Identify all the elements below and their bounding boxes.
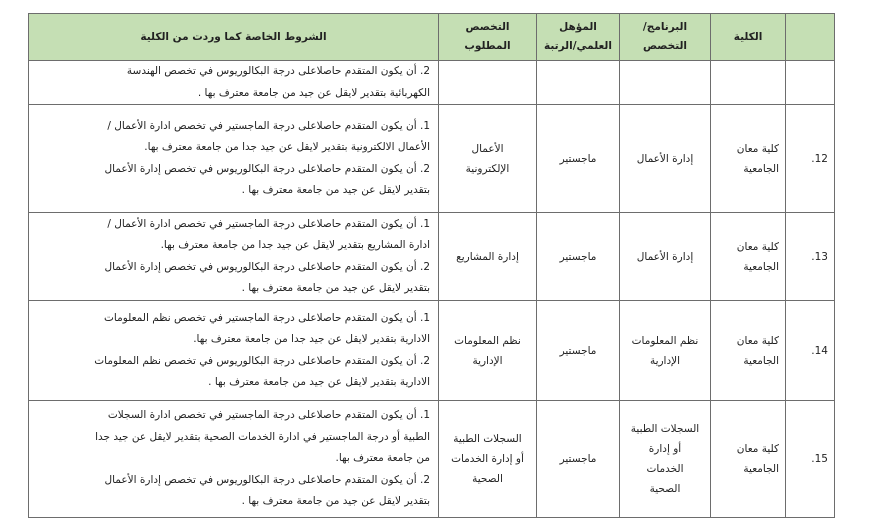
header-row: الكلية البرنامج/التخصص المؤهل العلمي/الرت…	[28, 13, 835, 61]
college-cell-line: الجامعية	[743, 354, 779, 367]
college-cell: كلية معان الجامعية	[710, 212, 786, 301]
header-line: البرنامج/	[642, 21, 688, 33]
row-number	[785, 60, 835, 105]
specialization-cell-line: أو إدارة الخدمات	[451, 453, 524, 465]
conditions-cell-line: الكهربائية بتقدير لايقل عن جيد من جامعة …	[197, 86, 430, 99]
conditions-cell-line: 2. أن يكون المتقدم حاصلاعلى درجة البكالو…	[126, 65, 430, 77]
conditions-cell-line: من جامعة معترف بها.	[335, 452, 430, 465]
conditions-cell: 1. أن يكون المتقدم حاصلاعلى درجة الماجست…	[28, 212, 439, 301]
program-cell-line: أو إدارة	[648, 443, 682, 455]
college-cell: كلية معان الجامعية	[710, 400, 786, 518]
qualification-cell: ماجستير	[536, 300, 620, 401]
header-line: المؤهل	[559, 21, 597, 33]
header-qualification: المؤهل العلمي/الرتبة	[536, 13, 620, 61]
table-row: 14. كلية معان الجامعية نظم المعلومات الإداري…	[28, 300, 835, 401]
program-cell-line: السجلات الطبية	[630, 423, 700, 435]
conditions-cell-line: 1. أن يكون المتقدم حاصلاعلى درجة الماجست…	[107, 409, 430, 422]
conditions-cell-line: الطبية أو درجة الماجستير في ادارة الخدما…	[95, 430, 430, 443]
header-line: المطلوب	[464, 40, 511, 52]
header-number	[785, 13, 835, 61]
conditions-cell: 1. أن يكون المتقدم حاصلاعلى درجة الماجست…	[28, 300, 439, 401]
conditions-cell: 2. أن يكون المتقدم حاصلاعلى درجة البكالو…	[28, 60, 439, 105]
program-cell-line: الخدمات	[646, 463, 684, 475]
program-cell-line: إدارة الأعمال	[636, 152, 694, 165]
specialization-cell-line: الصحية	[472, 473, 503, 485]
header-line: العلمي/الرتبة	[544, 40, 612, 52]
conditions-cell-line: 1. أن يكون المتقدم حاصلاعلى درجة الماجست…	[104, 311, 430, 324]
row-number: 15.	[785, 400, 835, 518]
conditions-cell-line: الأعمال الالكترونية بتقدير لايقل عن جيد …	[144, 141, 430, 153]
program-cell: إدارة الأعمال	[619, 212, 711, 301]
college-cell-line: الجامعية	[743, 463, 779, 475]
header-conditions: الشروط الخاصة كما وردت من الكلية	[28, 13, 439, 61]
college-cell-line: الجامعية	[743, 162, 779, 175]
program-cell: إدارة الأعمال	[619, 104, 711, 213]
college-cell-line: الجامعية	[743, 260, 779, 273]
row-number: 13.	[785, 212, 835, 301]
specialization-cell-line: الإدارية	[472, 354, 503, 367]
qualification-cell: ماجستير	[536, 400, 620, 518]
college-cell-line: كلية معان	[736, 142, 779, 155]
conditions-cell: 1. أن يكون المتقدم حاصلاعلى درجة الماجست…	[28, 104, 439, 213]
specialization-cell-line: إدارة المشاريع	[456, 250, 519, 263]
program-cell-line: الإدارية	[649, 354, 681, 367]
qualification-cell: ماجستير	[536, 104, 620, 213]
program-cell-line: إدارة الأعمال	[636, 250, 694, 263]
colleges-conditions-table: الكلية البرنامج/التخصص المؤهل العلمي/الرت…	[28, 13, 835, 518]
program-cell: السجلات الطبية أو إدارة الخدمات الصحية	[619, 400, 711, 518]
specialization-cell-line: الأعمال	[471, 142, 504, 155]
specialization-cell: نظم المعلومات الإدارية	[438, 300, 537, 401]
header-line: التخصص	[642, 40, 688, 52]
table-row: 12. كلية معان الجامعية إدارة الأعمال ماجستير…	[28, 104, 835, 213]
conditions-cell-line: 2. أن يكون المتقدم حاصلاعلى درجة البكالو…	[104, 260, 430, 273]
table-row: 2. أن يكون المتقدم حاصلاعلى درجة البكالو…	[28, 60, 835, 105]
conditions-cell-line: 1. أن يكون المتقدم حاصلاعلى درجة الماجست…	[107, 217, 430, 230]
conditions-cell-line: بتقدير لايقل عن جيد من جامعة معترف بها .	[241, 184, 430, 196]
header-line: التخصص	[465, 21, 510, 33]
program-cell-line: نظم المعلومات	[631, 334, 699, 347]
specialization-cell-line: نظم المعلومات	[454, 334, 521, 347]
conditions-cell-line: بتقدير لايقل عن جيد من جامعة معترف بها .	[241, 495, 430, 508]
college-cell-line: كلية معان	[736, 443, 779, 455]
conditions-cell-line: الادارية بتقدير لايقل عن جيد جدا من جامع…	[193, 333, 430, 345]
header-college: الكلية	[710, 13, 786, 61]
table-row: 13. كلية معان الجامعية إدارة الأعمال ماجستير…	[28, 212, 835, 301]
conditions-cell: 1. أن يكون المتقدم حاصلاعلى درجة الماجست…	[28, 400, 439, 518]
conditions-cell-line: بتقدير لايقل عن جيد من جامعة معترف بها .	[241, 282, 430, 294]
program-cell-line: الصحية	[649, 483, 681, 495]
college-cell-line: كلية معان	[736, 240, 779, 253]
qualification-cell	[536, 60, 620, 105]
qualification-cell: ماجستير	[536, 212, 620, 301]
college-cell-line: كلية معان	[736, 334, 779, 347]
row-number: 14.	[785, 300, 835, 401]
table-row: 15. كلية معان الجامعية السجلات الطبية أو إدا…	[28, 400, 835, 518]
specialization-cell-line: الإلكترونية	[465, 162, 510, 175]
college-cell	[710, 60, 786, 105]
specialization-cell-line: السجلات الطبية	[453, 433, 522, 445]
conditions-cell-line: 2. أن يكون المتقدم حاصلاعلى درجة البكالو…	[104, 473, 430, 486]
header-specialization: التخصص المطلوب	[438, 13, 537, 61]
college-cell: كلية معان الجامعية	[710, 300, 786, 401]
header-program: البرنامج/التخصص	[619, 13, 711, 61]
specialization-cell	[438, 60, 537, 105]
specialization-cell: الأعمال الإلكترونية	[438, 104, 537, 213]
program-cell: نظم المعلومات الإدارية	[619, 300, 711, 401]
specialization-cell: إدارة المشاريع	[438, 212, 537, 301]
conditions-cell-line: الادارية بتقدير لايقل عن جيد من جامعة مع…	[208, 376, 430, 388]
specialization-cell: السجلات الطبية أو إدارة الخدمات الصحية	[438, 400, 537, 518]
row-number: 12.	[785, 104, 835, 213]
conditions-cell-line: ادارة المشاريع بتقدير لايقل عن جيد جدا م…	[160, 239, 430, 251]
college-cell: كلية معان الجامعية	[710, 104, 786, 213]
program-cell	[619, 60, 711, 105]
conditions-cell-line: 2. أن يكون المتقدم حاصلاعلى درجة البكالو…	[94, 354, 430, 367]
conditions-cell-line: 2. أن يكون المتقدم حاصلاعلى درجة البكالو…	[104, 162, 430, 175]
conditions-cell-line: 1. أن يكون المتقدم حاصلاعلى درجة الماجست…	[107, 119, 430, 132]
